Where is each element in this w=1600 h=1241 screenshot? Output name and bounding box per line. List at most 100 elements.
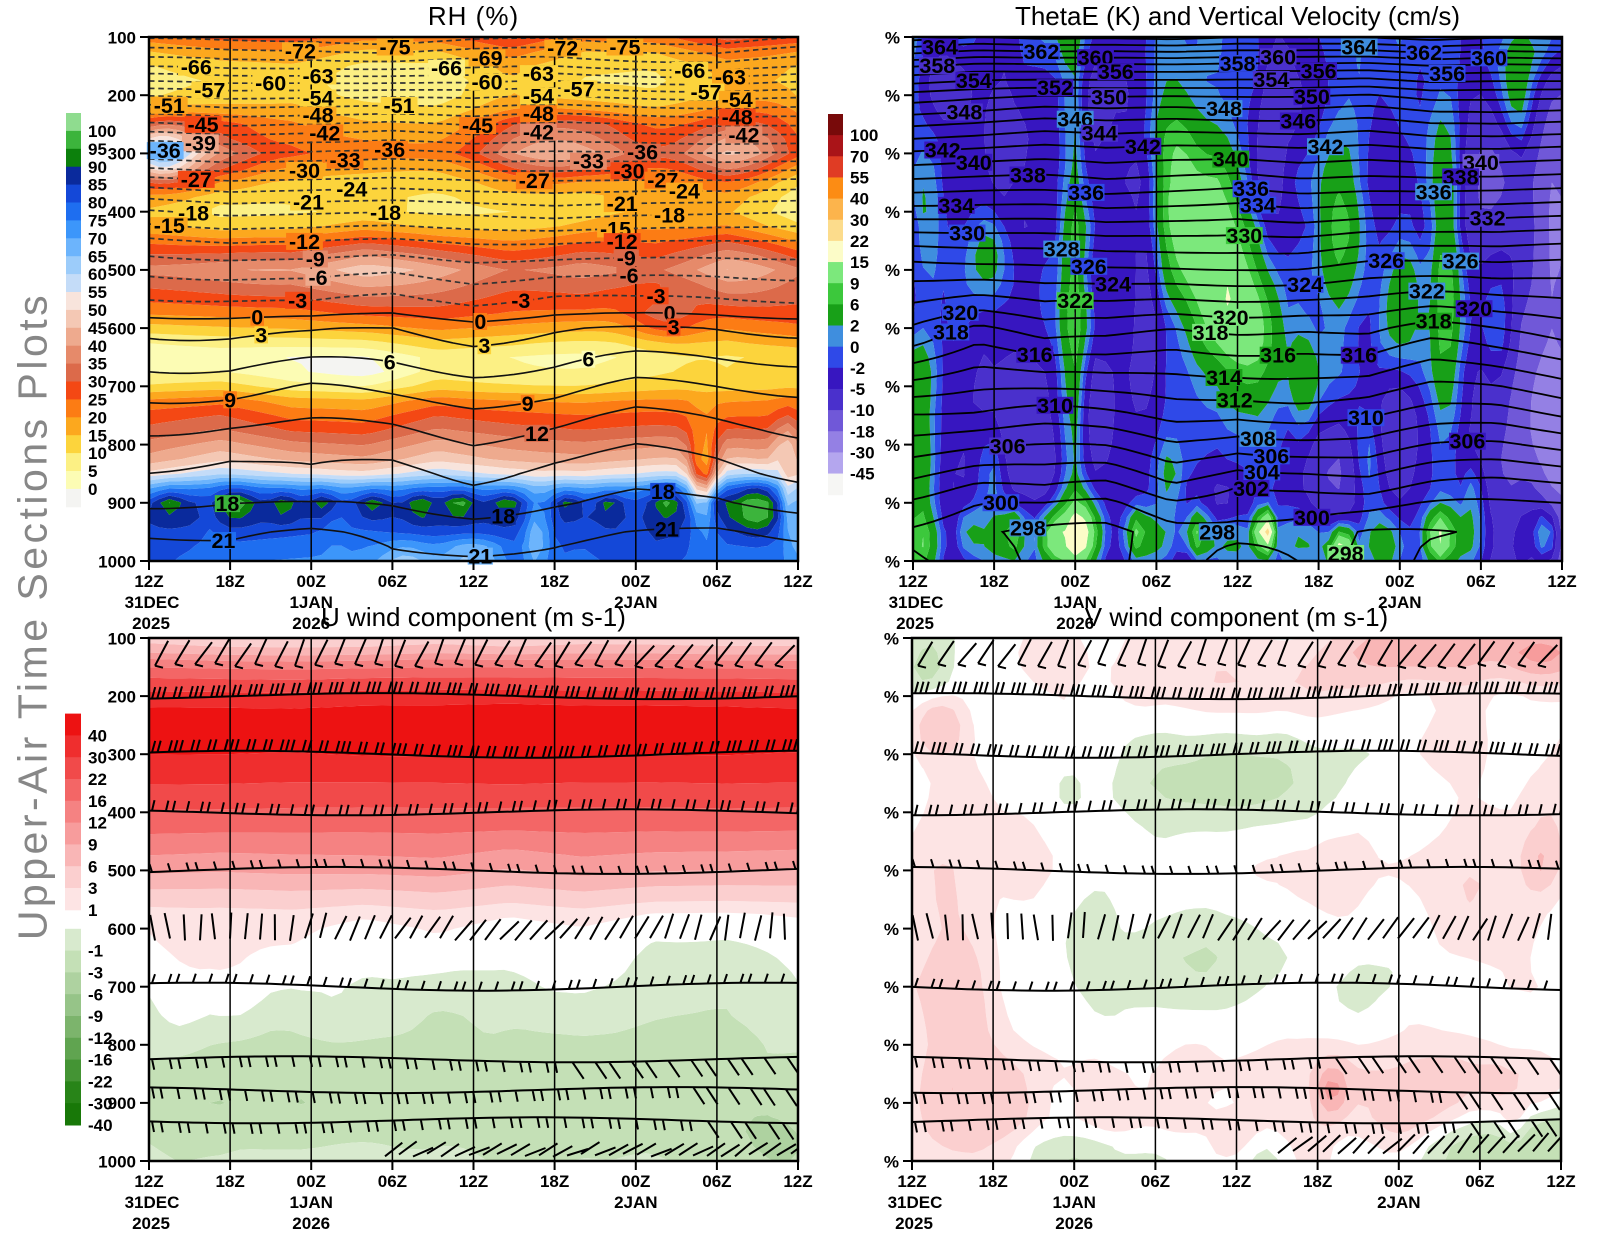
svg-text:600: 600 [108, 319, 136, 338]
svg-text:75: 75 [88, 212, 107, 231]
svg-text:18Z: 18Z [978, 1172, 1007, 1191]
svg-text:%: % [884, 746, 899, 765]
svg-text:70: 70 [850, 147, 869, 166]
svg-text:-42: -42 [309, 121, 340, 145]
svg-text:1000: 1000 [98, 1152, 136, 1171]
svg-text:316: 316 [1260, 344, 1296, 368]
svg-text:348: 348 [1206, 97, 1242, 121]
svg-text:200: 200 [108, 87, 136, 106]
svg-text:12Z: 12Z [1223, 572, 1252, 591]
svg-text:342: 342 [1125, 135, 1161, 159]
svg-text:-6: -6 [619, 264, 638, 288]
svg-text:322: 322 [1409, 280, 1445, 304]
svg-text:10: 10 [88, 444, 107, 463]
svg-text:348: 348 [946, 101, 982, 125]
svg-text:338: 338 [1010, 164, 1046, 188]
svg-text:9: 9 [88, 836, 97, 855]
svg-text:RH (%): RH (%) [428, 1, 519, 31]
svg-text:12Z: 12Z [459, 572, 488, 591]
svg-text:15: 15 [850, 253, 869, 272]
svg-text:95: 95 [88, 140, 107, 159]
svg-text:18Z: 18Z [540, 572, 569, 591]
svg-text:320: 320 [942, 301, 978, 325]
svg-text:340: 340 [1213, 148, 1249, 172]
svg-text:310: 310 [1348, 406, 1384, 430]
svg-text:332: 332 [1470, 207, 1506, 231]
svg-text:12Z: 12Z [134, 572, 163, 591]
svg-text:6: 6 [88, 857, 97, 876]
svg-text:-60: -60 [255, 72, 286, 96]
svg-text:6: 6 [582, 348, 594, 372]
svg-text:-21: -21 [607, 192, 638, 216]
svg-text:-30: -30 [88, 1094, 113, 1113]
svg-text:%: % [884, 687, 899, 706]
svg-text:600: 600 [108, 920, 136, 939]
svg-text:298: 298 [1010, 516, 1046, 540]
svg-text:%: % [885, 145, 900, 164]
svg-text:336: 336 [1416, 180, 1452, 204]
svg-text:U wind component (m s-1): U wind component (m s-1) [321, 602, 626, 632]
svg-text:1: 1 [88, 901, 97, 920]
svg-text:2025: 2025 [132, 614, 170, 633]
svg-text:306: 306 [1449, 430, 1485, 454]
svg-text:342: 342 [1307, 135, 1343, 159]
svg-text:500: 500 [108, 261, 136, 280]
svg-text:-22: -22 [88, 1073, 113, 1092]
svg-text:-54: -54 [302, 87, 333, 111]
svg-text:334: 334 [938, 194, 974, 218]
svg-text:-72: -72 [547, 37, 578, 61]
svg-text:-9: -9 [617, 246, 636, 270]
svg-text:65: 65 [88, 247, 107, 266]
svg-text:326: 326 [1368, 249, 1404, 273]
svg-text:06Z: 06Z [378, 572, 407, 591]
svg-text:%: % [884, 920, 899, 939]
svg-text:-54: -54 [523, 84, 554, 108]
svg-text:6: 6 [850, 296, 859, 315]
svg-text:12Z: 12Z [134, 1172, 163, 1191]
svg-text:2025: 2025 [132, 1214, 170, 1233]
svg-text:%: % [884, 1036, 899, 1055]
svg-text:330: 330 [949, 222, 985, 246]
svg-text:-1: -1 [88, 942, 103, 961]
svg-text:60: 60 [88, 265, 107, 284]
svg-text:%: % [884, 1152, 899, 1171]
svg-text:-57: -57 [194, 78, 225, 102]
svg-text:3: 3 [668, 315, 680, 339]
svg-text:356: 356 [1429, 62, 1465, 86]
svg-text:-36: -36 [627, 141, 658, 165]
svg-text:400: 400 [108, 203, 136, 222]
svg-text:00Z: 00Z [297, 572, 326, 591]
svg-text:ThetaE (K) and Vertical Veloci: ThetaE (K) and Vertical Velocity (cm/s) [1015, 1, 1460, 31]
svg-text:306: 306 [990, 435, 1026, 459]
svg-text:302: 302 [1233, 477, 1269, 501]
svg-text:31DEC: 31DEC [125, 1193, 180, 1212]
svg-text:300: 300 [108, 746, 136, 765]
svg-text:00Z: 00Z [1060, 1172, 1089, 1191]
svg-text:340: 340 [956, 151, 992, 175]
svg-text:50: 50 [88, 301, 107, 320]
svg-text:%: % [885, 87, 900, 106]
svg-text:%: % [885, 261, 900, 280]
svg-text:12Z: 12Z [1222, 1172, 1251, 1191]
svg-text:55: 55 [88, 283, 107, 302]
svg-text:22: 22 [850, 232, 869, 251]
svg-text:40: 40 [88, 727, 107, 746]
svg-text:2: 2 [850, 317, 859, 336]
svg-text:06Z: 06Z [378, 1172, 407, 1191]
svg-text:2026: 2026 [1055, 1214, 1093, 1233]
svg-text:-30: -30 [850, 444, 875, 463]
svg-text:324: 324 [1095, 273, 1131, 297]
svg-text:-24: -24 [336, 178, 367, 202]
svg-text:-48: -48 [523, 102, 554, 126]
svg-text:-36: -36 [374, 138, 405, 162]
svg-text:70: 70 [88, 229, 107, 248]
svg-text:-57: -57 [691, 81, 722, 105]
svg-text:100: 100 [88, 122, 116, 141]
svg-text:318: 318 [1193, 321, 1229, 345]
svg-text:18: 18 [215, 492, 239, 516]
svg-text:06Z: 06Z [1142, 572, 1171, 591]
svg-text:20: 20 [88, 408, 107, 427]
svg-text:-6: -6 [88, 985, 103, 1004]
svg-text:12: 12 [525, 422, 549, 446]
svg-text:300: 300 [983, 491, 1019, 515]
